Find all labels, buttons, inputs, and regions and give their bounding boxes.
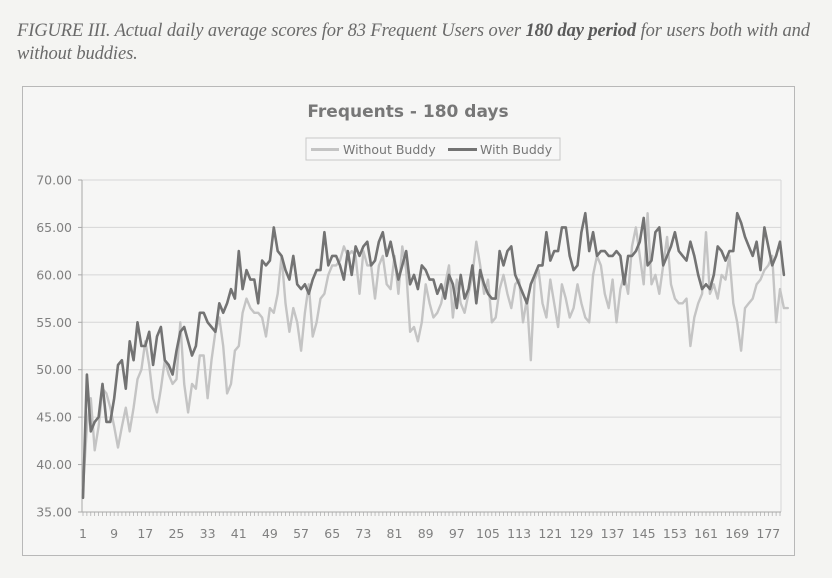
x-tick-label: 49 — [262, 526, 278, 541]
x-tick-label: 57 — [293, 526, 309, 541]
x-tick-label: 65 — [324, 526, 340, 541]
x-tick-label: 89 — [418, 526, 434, 541]
legend-box — [305, 137, 561, 161]
caption-bold: 180 day period — [525, 21, 637, 41]
x-tick-label: 177 — [756, 526, 780, 541]
figure-caption: FIGURE III. Actual daily average scores … — [17, 20, 817, 66]
legend-label-without-buddy: Without Buddy — [343, 142, 436, 157]
x-tick-label: 113 — [507, 526, 531, 541]
x-tick-label: 9 — [110, 526, 118, 541]
y-tick-label: 45.00 — [36, 410, 72, 425]
y-tick-label: 60.00 — [36, 267, 72, 282]
series-line-without-buddy — [81, 211, 789, 490]
series-line-with-buddy — [81, 211, 786, 500]
x-tick-label: 129 — [569, 526, 593, 541]
x-tick-label: 121 — [538, 526, 562, 541]
x-tick-label: 17 — [137, 526, 153, 541]
y-tick-label: 35.00 — [36, 505, 72, 520]
y-tick-label: 70.00 — [36, 173, 72, 188]
x-tick-label: 73 — [355, 526, 371, 541]
x-tick-label: 105 — [476, 526, 500, 541]
x-tick-label: 137 — [601, 526, 625, 541]
x-tick-label: 153 — [663, 526, 687, 541]
axes — [81, 180, 781, 516]
x-tick-label: 169 — [725, 526, 749, 541]
legend: Without Buddy With Buddy — [305, 137, 561, 161]
x-tick-label: 97 — [449, 526, 465, 541]
y-tick-label: 55.00 — [36, 315, 72, 330]
x-tick-label: 25 — [168, 526, 184, 541]
caption-prefix: FIGURE III. Actual daily average scores … — [17, 21, 526, 41]
gridlines — [78, 179, 782, 513]
x-tick-label: 41 — [231, 526, 247, 541]
x-tick-label: 33 — [200, 526, 216, 541]
x-axis-tick-labels: 1 9 17 25 33 41 49 57 65 73 81 89 97 105 113 121 129 137 1… — [79, 526, 780, 541]
series-lines — [81, 211, 789, 500]
chart-title: Frequents - 180 days — [307, 102, 508, 122]
x-tick-label: 81 — [387, 526, 403, 541]
y-tick-label: 40.00 — [36, 457, 72, 472]
y-axis-tick-labels: 35.00 40.00 45.00 50.00 55.00 60.00 65.00 70.00 — [36, 173, 72, 520]
legend-label-with-buddy: With Buddy — [480, 142, 553, 157]
y-tick-label: 65.00 — [36, 220, 72, 235]
caption-suffix: for users both with and without buddies. — [17, 21, 810, 64]
x-tick-label: 145 — [632, 526, 656, 541]
x-tick-label: 161 — [694, 526, 718, 541]
y-tick-label: 50.00 — [36, 362, 72, 377]
x-tick-label: 1 — [79, 526, 87, 541]
